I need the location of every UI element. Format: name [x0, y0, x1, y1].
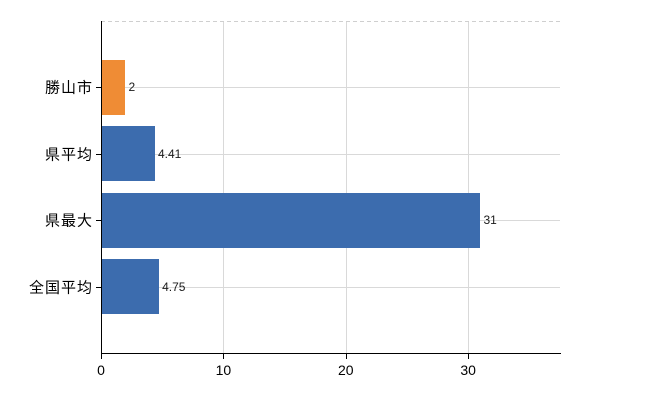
- y-axis-tick: [96, 153, 101, 155]
- x-axis-tick: [223, 354, 225, 359]
- category-label: 県平均: [44, 146, 93, 164]
- x-tick-label: 10: [215, 362, 232, 378]
- x-gridline: [468, 21, 470, 353]
- x-gridline: [345, 21, 347, 353]
- x-tick-label: 20: [338, 362, 354, 378]
- bar-1: [102, 126, 155, 182]
- y-axis-tick: [96, 220, 101, 222]
- value-label: 4.75: [162, 279, 186, 294]
- plot-top-border: [101, 21, 560, 22]
- x-tick-label: 0: [97, 362, 105, 378]
- x-gridline: [223, 21, 225, 353]
- bar-0: [102, 59, 126, 115]
- x-axis-tick: [345, 354, 347, 359]
- bar-2: [102, 192, 481, 248]
- category-gridline: [102, 286, 560, 288]
- value-label: 2: [128, 80, 136, 95]
- category-label: 勝山市: [44, 79, 93, 97]
- value-label: 4.41: [157, 146, 182, 161]
- value-label: 31: [483, 213, 497, 228]
- y-axis-tick: [96, 286, 101, 288]
- bar-3: [102, 259, 160, 315]
- category-gridline: [102, 153, 560, 155]
- category-gridline: [102, 87, 560, 89]
- category-label: 県最大: [44, 212, 93, 230]
- y-axis-line: [101, 21, 102, 353]
- x-axis-tick: [468, 354, 470, 359]
- x-axis-tick: [101, 354, 102, 359]
- x-tick-label: 30: [460, 362, 476, 378]
- category-label: 全国平均: [28, 279, 93, 297]
- x-axis-line: [101, 353, 561, 354]
- y-axis-tick: [96, 87, 101, 89]
